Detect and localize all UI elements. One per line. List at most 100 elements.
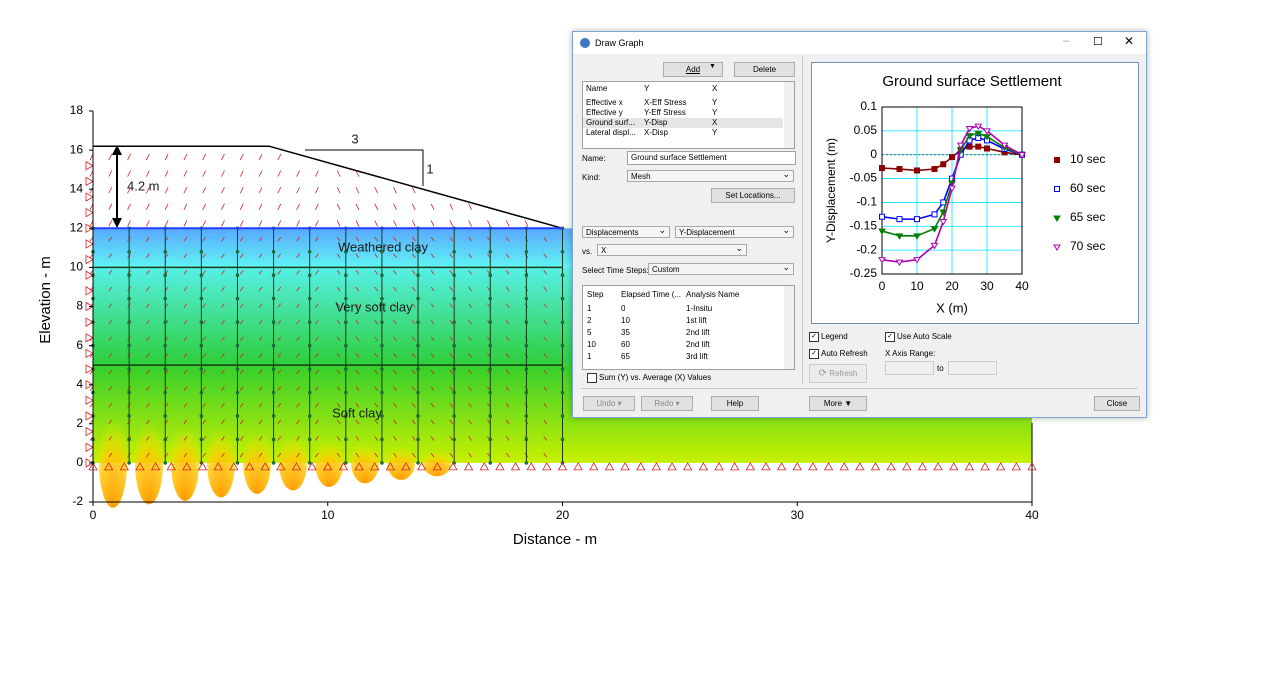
help-button[interactable]: Help xyxy=(711,396,759,411)
displacement-vector xyxy=(355,236,360,242)
steps-row[interactable]: 1 65 3rd lift xyxy=(583,352,783,364)
name-input[interactable]: Ground surface Settlement xyxy=(627,151,796,165)
refresh-button[interactable]: ⟳ Refresh xyxy=(809,364,867,383)
undo-button[interactable]: Undo ▾ xyxy=(583,396,635,411)
displacement-vector xyxy=(296,303,300,308)
list-row[interactable]: Ground surf... Y-Disp X xyxy=(583,118,783,128)
displacement-vector xyxy=(393,220,397,227)
close-window-button[interactable]: ✕ xyxy=(1124,34,1135,48)
add-button[interactable]: Add xyxy=(663,62,723,77)
y-group-select[interactable]: Displacements xyxy=(582,224,670,238)
mesh-node xyxy=(163,390,168,395)
displacement-vector xyxy=(277,386,282,391)
displacement-vector xyxy=(505,270,510,275)
support-symbol xyxy=(526,462,536,471)
displacement-vector xyxy=(239,286,244,292)
displacement-vector xyxy=(146,386,150,391)
column-header: X xyxy=(712,84,718,93)
displacement-vector xyxy=(411,386,416,391)
displacement-vector xyxy=(108,187,113,194)
legend-option[interactable]: ✓ Legend xyxy=(809,332,848,342)
kind-select[interactable]: Mesh xyxy=(627,168,794,182)
displacement-vector xyxy=(258,319,263,325)
displacement-vector xyxy=(393,403,397,408)
auto-refresh-option[interactable]: ✓ Auto Refresh xyxy=(809,349,868,359)
displacement-vector xyxy=(543,386,548,391)
displacement-vector xyxy=(221,419,225,425)
support-symbol xyxy=(85,192,94,202)
time-steps-select[interactable]: Custom xyxy=(648,261,794,275)
displacement-vector xyxy=(221,203,225,211)
stress-zone xyxy=(99,417,127,508)
graph-list[interactable]: Name Y X Effective x X-Eff Stress Y Effective … xyxy=(582,81,795,149)
displacement-vector xyxy=(449,236,454,242)
displacement-vector xyxy=(108,220,113,227)
list-row[interactable]: Effective y Y-Eff Stress Y xyxy=(583,108,783,118)
x-range-min[interactable] xyxy=(885,361,934,375)
displacement-vector xyxy=(543,319,548,325)
mesh-node xyxy=(163,414,168,418)
steps-table[interactable]: Step Elapsed Time (... Analysis Name 1 0 1-In… xyxy=(582,285,795,370)
mesh-node xyxy=(416,461,420,465)
list-row[interactable]: Lateral displ... X-Disp Y xyxy=(583,128,783,138)
mesh-node xyxy=(488,343,493,348)
y-tick-label: 0.05 xyxy=(854,123,878,137)
y-param-select[interactable]: Y-Displacement xyxy=(675,224,794,238)
legend-label: 70 sec xyxy=(1070,239,1105,253)
displacement-vector xyxy=(449,270,454,275)
redo-button[interactable]: Redo ▾ xyxy=(641,396,693,411)
x-tick-label: 20 xyxy=(556,508,570,522)
displacement-vector xyxy=(355,286,360,292)
mesh-node xyxy=(271,367,276,371)
displacement-vector xyxy=(221,286,225,292)
add-dropdown[interactable]: ▼ xyxy=(709,63,716,70)
displacement-vector xyxy=(449,419,454,425)
displacement-vector xyxy=(239,236,244,242)
displacement-vector xyxy=(202,286,206,292)
list-row[interactable]: Effective x X-Eff Stress Y xyxy=(583,98,783,108)
displacement-vector xyxy=(430,369,435,375)
list-cell: X xyxy=(712,118,718,127)
steps-row[interactable]: 2 10 1st lift xyxy=(583,316,783,328)
y-axis-label: Y-Displacement (m) xyxy=(824,138,838,243)
displacement-vector xyxy=(374,386,379,391)
y-tick-label: 14 xyxy=(70,181,84,195)
x-range-max[interactable] xyxy=(948,361,997,375)
mesh-node xyxy=(560,296,565,301)
steps-row[interactable]: 5 35 2nd lift xyxy=(583,328,783,340)
steps-cell: 60 xyxy=(621,340,630,349)
auto-scale-option[interactable]: ✓ Use Auto Scale xyxy=(885,332,952,342)
displacement-vector xyxy=(221,353,225,358)
displacement-vector xyxy=(374,436,379,441)
set-locations-button[interactable]: Set Locations... xyxy=(711,188,795,203)
displacement-vector xyxy=(411,270,416,275)
displacement-vector xyxy=(411,336,416,342)
support-symbol xyxy=(197,462,208,471)
minimize-button[interactable]: – xyxy=(1063,35,1070,47)
support-symbol xyxy=(385,462,396,471)
displacement-vector xyxy=(468,452,472,458)
displacement-vector xyxy=(411,187,416,194)
steps-row[interactable]: 10 60 2nd lift xyxy=(583,340,783,352)
displacement-vector xyxy=(393,270,397,275)
support-symbol xyxy=(291,462,302,471)
mesh-node xyxy=(344,461,348,465)
separator xyxy=(581,388,1138,389)
x-param-select[interactable]: X xyxy=(597,242,747,256)
scrollbar[interactable] xyxy=(784,286,794,369)
displacement-vector xyxy=(315,236,319,242)
sum-option[interactable]: Sum (Y) vs. Average (X) Values xyxy=(587,373,711,383)
close-button[interactable]: Close xyxy=(1094,396,1140,411)
steps-cell: 2nd lift xyxy=(686,340,710,349)
scrollbar[interactable] xyxy=(784,82,794,148)
steps-row[interactable]: 1 0 1-Insitu xyxy=(583,304,783,316)
support-symbol xyxy=(620,462,630,471)
delete-button[interactable]: Delete xyxy=(734,62,795,77)
displacement-vector xyxy=(183,236,188,242)
more-button[interactable]: More ▼ xyxy=(809,396,867,411)
mesh-node xyxy=(127,367,131,371)
displacement-vector xyxy=(468,369,472,375)
maximize-button[interactable]: ☐ xyxy=(1093,36,1103,48)
support-symbol xyxy=(683,462,693,471)
